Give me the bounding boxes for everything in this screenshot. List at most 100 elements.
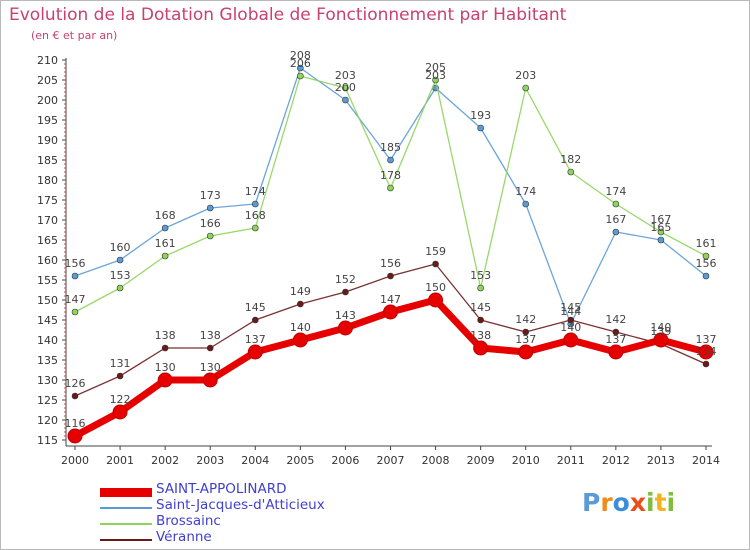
x-tick-label: 2012 (602, 454, 630, 467)
data-point (657, 228, 665, 236)
data-label: 203 (425, 69, 446, 82)
data-label: 138 (200, 329, 221, 342)
x-tick-label: 2000 (61, 454, 89, 467)
legend-swatch (100, 507, 152, 509)
legend-item: Saint-Jacques-d'Atticieux (100, 497, 360, 516)
data-label: 152 (335, 273, 356, 286)
data-label: 174 (245, 185, 266, 198)
data-label: 131 (110, 357, 131, 370)
data-point (563, 332, 579, 348)
data-point (702, 272, 710, 280)
data-label: 142 (515, 313, 536, 326)
data-label: 156 (65, 257, 86, 270)
data-label: 153 (470, 269, 491, 282)
data-label: 137 (696, 333, 717, 346)
y-tick-label: 125 (37, 394, 58, 407)
data-label: 156 (696, 257, 717, 270)
data-point (297, 64, 304, 72)
data-point (522, 84, 530, 92)
chart-series (67, 64, 714, 444)
data-label: 182 (560, 153, 581, 166)
x-tick-label: 2011 (557, 454, 585, 467)
data-label: 145 (560, 301, 581, 314)
legend-label: Véranne (156, 529, 212, 545)
data-label: 134 (696, 345, 717, 358)
data-point (653, 332, 669, 348)
legend-item: Brossainc (100, 513, 360, 532)
proxiti-logo: Proxiti (582, 488, 675, 517)
data-label: 145 (245, 301, 266, 314)
y-tick-label: 160 (37, 254, 58, 267)
data-point (698, 344, 714, 360)
y-tick-label: 115 (37, 434, 58, 447)
data-point (161, 224, 169, 232)
chart-subtitle: (en € et par an) (31, 29, 118, 42)
data-point (116, 256, 124, 264)
x-tick-label: 2008 (422, 454, 450, 467)
data-point (342, 288, 349, 296)
legend-swatch (100, 488, 152, 497)
data-label: 200 (335, 81, 356, 94)
data-point (608, 344, 624, 360)
logo-letter: i (666, 488, 676, 517)
y-tick-label: 180 (37, 174, 58, 187)
data-label: 130 (200, 361, 221, 374)
data-point (67, 428, 83, 444)
data-point (387, 156, 394, 164)
y-tick-label: 190 (37, 134, 58, 147)
data-label: 166 (200, 217, 221, 230)
data-label: 185 (380, 141, 401, 154)
data-label: 130 (155, 361, 176, 374)
data-point (473, 340, 489, 356)
data-point (518, 344, 534, 360)
y-tick-label: 135 (37, 354, 58, 367)
data-point (612, 328, 620, 336)
y-tick-label: 175 (37, 194, 58, 207)
data-point (387, 272, 394, 280)
x-tick-label: 2010 (512, 454, 540, 467)
data-label: 150 (425, 281, 446, 294)
data-point (477, 316, 484, 324)
data-point (567, 168, 575, 176)
data-point (477, 284, 484, 292)
data-label: 126 (65, 377, 86, 390)
data-point (297, 72, 304, 80)
data-point (383, 304, 398, 320)
data-label: 168 (155, 209, 176, 222)
y-tick-label: 155 (37, 274, 58, 287)
y-tick-label: 120 (37, 414, 58, 427)
chart-title: Evolution de la Dotation Globale de Fonc… (9, 5, 567, 25)
x-tick-label: 2014 (692, 454, 720, 467)
y-tick-label: 185 (37, 154, 58, 167)
data-point (297, 300, 304, 308)
data-point (342, 96, 349, 104)
logo-letter: r (600, 488, 613, 517)
x-tick-label: 2004 (241, 454, 269, 467)
logo-letter: t (654, 488, 667, 517)
x-tick-label: 2007 (377, 454, 405, 467)
data-label: 167 (650, 213, 671, 226)
data-label: 140 (650, 321, 671, 334)
logo-letter: i (646, 488, 655, 517)
data-label: 159 (425, 245, 446, 258)
data-label: 174 (605, 185, 626, 198)
legend-item: Véranne (100, 529, 360, 548)
data-label: 137 (515, 333, 536, 346)
data-label: 203 (515, 69, 536, 82)
x-tick-label: 2003 (196, 454, 224, 467)
data-point (612, 228, 620, 236)
data-label: 153 (110, 269, 131, 282)
data-label: 147 (65, 293, 86, 306)
y-tick-label: 200 (37, 94, 58, 107)
data-point (71, 308, 79, 316)
logo-letter: x (629, 488, 646, 517)
legend-label: Brossainc (156, 513, 221, 529)
y-tick-label: 170 (37, 214, 58, 227)
data-point (432, 260, 439, 268)
y-tick-label: 130 (37, 374, 58, 387)
y-tick-label: 150 (37, 294, 58, 307)
data-point (112, 404, 128, 420)
data-label: 138 (155, 329, 176, 342)
data-point (116, 372, 124, 380)
